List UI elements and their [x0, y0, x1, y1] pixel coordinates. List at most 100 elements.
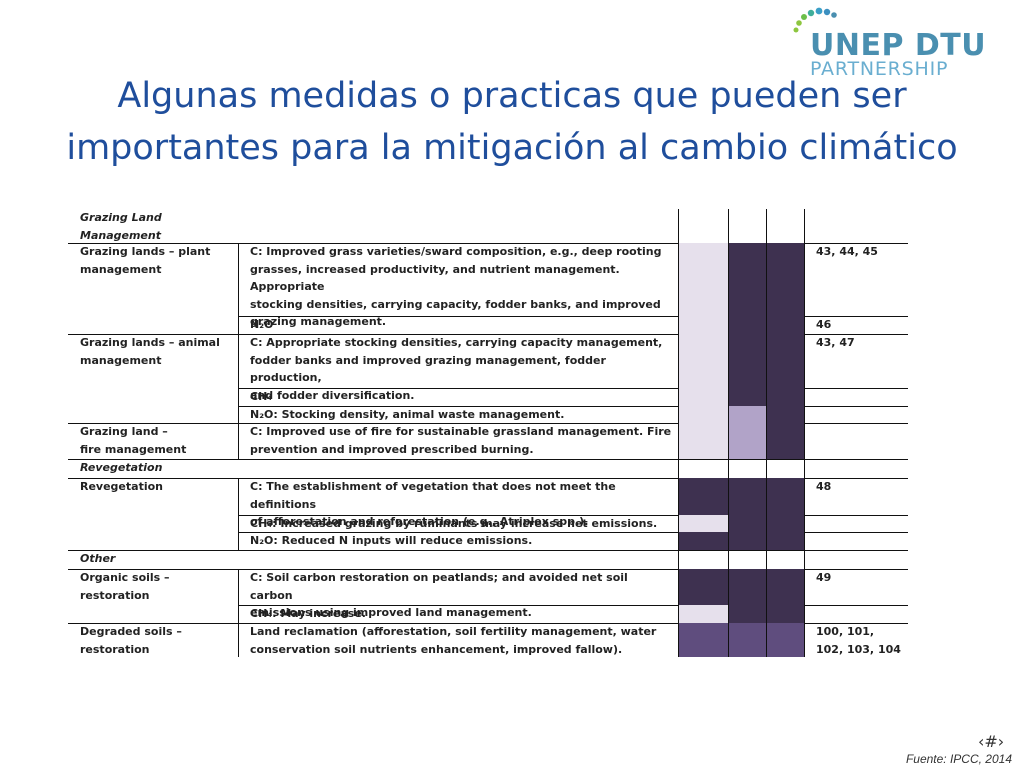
table-rule	[238, 316, 908, 317]
table-practice-cell: Grazing lands – animal management	[80, 336, 220, 367]
table-refs-cell	[812, 515, 908, 532]
table-section-label: Revegetation	[80, 461, 163, 474]
table-refs-cell: 100, 101, 102, 103, 104	[816, 625, 901, 656]
shade-swatch	[728, 532, 766, 550]
slide-title-line-2: importantes para la mitigación al cambio…	[66, 128, 958, 168]
slide-number-marker: ‹#›	[978, 732, 1005, 751]
table-rule	[68, 623, 908, 624]
shade-swatch	[728, 478, 766, 515]
shade-swatch	[728, 605, 766, 623]
shade-swatch	[678, 605, 728, 623]
shade-swatch	[678, 334, 728, 388]
shade-swatch	[728, 316, 766, 334]
table-rule	[68, 459, 908, 460]
shade-swatch	[728, 243, 766, 316]
shade-swatch	[766, 532, 804, 550]
shade-swatch	[728, 569, 766, 605]
table-measure-cell: CH₄: Increased grazing by ruminants may …	[250, 517, 658, 530]
shade-swatch	[766, 406, 804, 423]
mitigation-practices-table: Grazing Land Management Grazing lands – p…	[68, 209, 908, 657]
source-caption: Fuente: IPCC, 2014	[905, 752, 1012, 766]
shade-swatch	[678, 388, 728, 406]
table-measure-cell: N₂O: Stocking density, animal waste mana…	[250, 408, 565, 421]
table-rule	[68, 478, 908, 479]
table-column-rule	[238, 569, 239, 657]
table-measure-cell: C: Appropriate stocking densities, carry…	[250, 336, 663, 402]
unep-dtu-logo: UNEP DTU PARTNERSHIP	[786, 4, 986, 80]
table-rule	[68, 243, 908, 244]
table-rule	[238, 532, 908, 533]
table-refs-cell	[812, 532, 908, 550]
table-practice-cell: Grazing land – fire management	[80, 425, 187, 456]
table-practice-cell	[76, 515, 236, 532]
table-rule	[68, 569, 908, 570]
table-refs-cell	[812, 388, 908, 406]
shade-swatch	[766, 243, 804, 316]
table-practice-cell: Revegetation	[80, 480, 163, 493]
table-rule	[238, 406, 908, 407]
table-measure-cell: N₂O: Reduced N inputs will reduce emissi…	[250, 534, 533, 547]
table-refs-cell: 48	[816, 480, 832, 493]
shade-swatch	[728, 334, 766, 388]
table-column-rule	[804, 209, 805, 657]
table-section-label: Grazing Land Management	[80, 211, 162, 242]
shade-swatch	[678, 623, 728, 657]
table-practice-cell: Organic soils – restoration	[80, 571, 170, 602]
shade-swatch	[678, 316, 728, 334]
table-measure-cell: C: Soil carbon restoration on peatlands;…	[250, 571, 628, 619]
shade-swatch	[728, 388, 766, 406]
shade-swatch	[678, 569, 728, 605]
table-refs-cell: 49	[816, 571, 832, 584]
table-measure-cell: CH₄: May increase.	[250, 607, 366, 620]
table-practice-cell	[76, 605, 236, 623]
table-refs-cell	[812, 406, 908, 423]
table-rule	[68, 550, 908, 551]
shade-swatch	[728, 623, 766, 657]
table-measure-cell: CH₄	[250, 390, 273, 403]
table-column-rule	[766, 209, 767, 657]
table-section-label: Other	[80, 552, 116, 565]
shade-swatch	[678, 406, 728, 423]
table-rule	[238, 605, 908, 606]
shade-swatch	[728, 406, 766, 423]
table-measure-cell: C: The establishment of vegetation that …	[250, 480, 616, 528]
logo-line-1: UNEP DTU	[810, 28, 987, 63]
shade-swatch	[678, 532, 728, 550]
shade-swatch	[678, 515, 728, 532]
shade-swatch	[766, 423, 804, 459]
shade-swatch	[766, 569, 804, 605]
logo-dots-icon	[793, 7, 837, 33]
shade-swatch	[766, 623, 804, 657]
table-column-rule	[238, 243, 239, 459]
table-measure-cell: Land reclamation (afforestation, soil fe…	[250, 625, 657, 656]
table-refs-cell	[812, 605, 908, 623]
table-measure-cell: C: Improved use of fire for sustainable …	[250, 425, 672, 456]
table-refs-cell	[812, 423, 908, 459]
table-rule	[238, 388, 908, 389]
table-practice-cell	[76, 388, 236, 406]
slide-title: Algunas medidas o practicas que pueden s…	[40, 70, 984, 174]
table-measure-cell: N₂O	[250, 318, 274, 331]
table-rule	[68, 334, 908, 335]
shade-swatch	[766, 515, 804, 532]
table-refs-cell: 43, 47	[816, 336, 855, 349]
table-practice-cell	[76, 316, 236, 334]
shade-swatch	[766, 478, 804, 515]
shade-swatch	[728, 515, 766, 532]
shade-swatch	[766, 605, 804, 623]
table-practice-cell	[76, 532, 236, 550]
table-practice-cell: Degraded soils – restoration	[80, 625, 182, 656]
table-column-rule	[728, 209, 729, 657]
shade-swatch	[766, 388, 804, 406]
slide-title-line-1: Algunas medidas o practicas que pueden s…	[117, 76, 907, 116]
shade-swatch	[678, 243, 728, 316]
table-refs-cell: 46	[816, 318, 832, 331]
table-practice-cell: Grazing lands – plant management	[80, 245, 211, 276]
table-column-rule	[238, 478, 239, 550]
table-refs-cell: 43, 44, 45	[816, 245, 878, 258]
shade-swatch	[678, 478, 728, 515]
shade-swatch	[766, 316, 804, 334]
table-measure-cell: C: Improved grass varieties/sward compos…	[250, 245, 662, 328]
table-rule	[238, 515, 908, 516]
table-rule	[68, 423, 908, 424]
